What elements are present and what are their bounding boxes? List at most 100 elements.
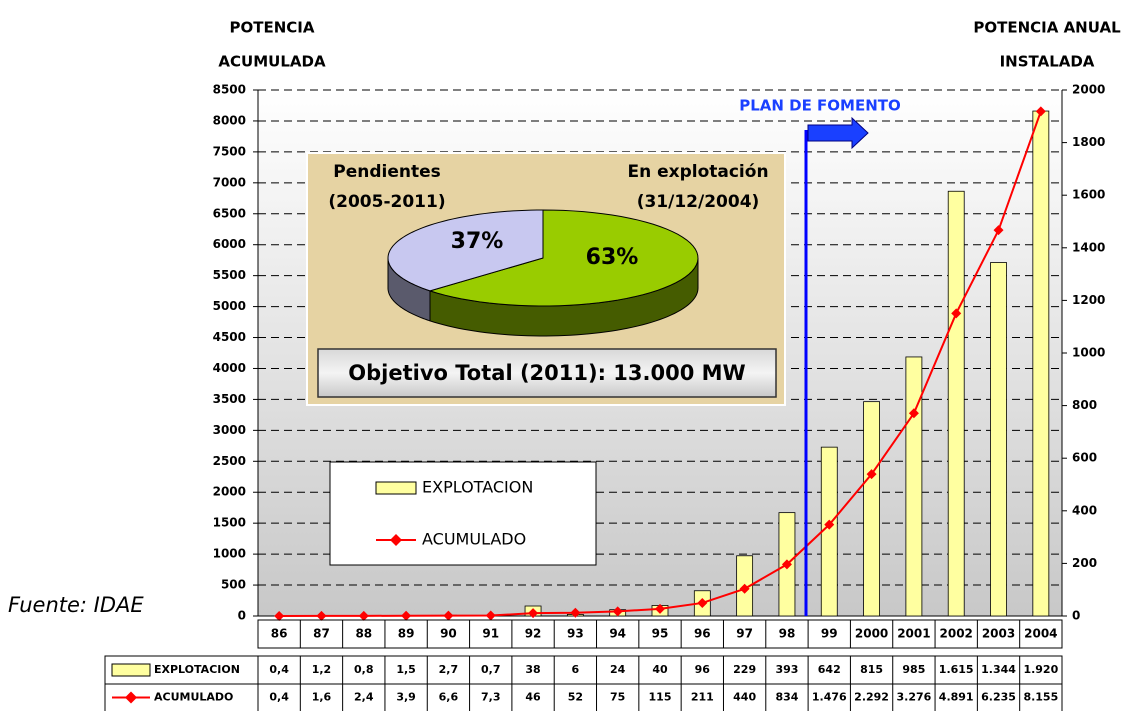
y2-tick-label: 400 <box>1072 503 1097 517</box>
y-tick-label: 4500 <box>213 330 246 344</box>
y-tick-label: 3500 <box>213 392 246 406</box>
x-tick-label: 97 <box>736 627 753 641</box>
table-cell: 24 <box>610 663 626 676</box>
table-cell: 4.891 <box>939 691 974 704</box>
x-tick-label: 91 <box>482 627 499 641</box>
y2-tick-label: 800 <box>1072 398 1097 412</box>
x-tick-label: 2004 <box>1024 627 1057 641</box>
x-tick-label: 2001 <box>897 627 930 641</box>
table-cell: 0,8 <box>354 663 374 676</box>
table-cell: 393 <box>775 663 798 676</box>
x-tick-label: 2003 <box>982 627 1015 641</box>
y-tick-label: 1000 <box>213 547 246 561</box>
marker <box>951 308 962 319</box>
table-cell: 1,2 <box>312 663 332 676</box>
table-cell: 7,3 <box>481 691 501 704</box>
table-cell: 985 <box>902 663 925 676</box>
y-axis-title: POTENCIA <box>230 19 315 37</box>
table-cell: 211 <box>691 691 714 704</box>
objective-box <box>317 348 777 398</box>
table-cell: 1.920 <box>1023 663 1058 676</box>
legend-label: EXPLOTACION <box>422 478 533 497</box>
y2-tick-label: 200 <box>1072 556 1097 570</box>
table-cell: 38 <box>525 663 540 676</box>
y-tick-label: 7000 <box>213 175 246 189</box>
marker <box>358 610 369 621</box>
y-axis-title: ACUMULADA <box>218 53 326 71</box>
marker <box>485 610 496 621</box>
x-tick-label: 92 <box>525 627 542 641</box>
x-tick-label: 2000 <box>855 627 888 641</box>
y-tick-label: 5000 <box>213 299 246 313</box>
table-cell: 1.344 <box>981 663 1016 676</box>
x-tick-label: 94 <box>609 627 626 641</box>
table-cell: 6.235 <box>981 691 1016 704</box>
table-cell: 642 <box>818 663 841 676</box>
marker <box>1035 106 1046 117</box>
table-cell: 115 <box>649 691 672 704</box>
marker <box>781 559 792 570</box>
pie-value-label: 63% <box>586 245 639 270</box>
y-tick-label: 2500 <box>213 454 246 468</box>
y-tick-label: 0 <box>238 609 246 623</box>
y2-tick-label: 1200 <box>1072 293 1105 307</box>
bar <box>820 446 838 617</box>
x-tick-label: 89 <box>398 627 415 641</box>
marker <box>697 597 708 608</box>
table-cell: 75 <box>610 691 625 704</box>
marker <box>739 583 750 594</box>
y2-tick-label: 1800 <box>1072 135 1105 149</box>
table-cell: 6 <box>572 663 580 676</box>
marker <box>528 608 539 619</box>
table-cell: 52 <box>568 691 583 704</box>
marker <box>866 469 877 480</box>
bar <box>990 262 1007 617</box>
table-cell: 815 <box>860 663 883 676</box>
category-row <box>257 619 1063 649</box>
pie-category-label: (31/12/2004) <box>637 192 760 212</box>
x-tick-label: 98 <box>779 627 796 641</box>
table-row-label: ACUMULADO <box>154 691 233 704</box>
pie-category-label: (2005-2011) <box>328 192 445 212</box>
table-cell: 0,4 <box>269 691 289 704</box>
pie-category-label: Pendientes <box>333 162 441 182</box>
y-tick-label: 6000 <box>213 237 246 251</box>
pie-category-label: En explotación <box>627 162 768 182</box>
table-cell: 0,7 <box>481 663 501 676</box>
table-cell: 1,5 <box>396 663 416 676</box>
y2-axis-title: POTENCIA ANUAL <box>973 19 1121 37</box>
x-tick-label: 99 <box>821 627 838 641</box>
marker <box>443 610 454 621</box>
legend <box>329 461 597 566</box>
table-cell: 834 <box>775 691 798 704</box>
marker <box>612 606 623 617</box>
bar <box>905 356 923 617</box>
table-cell: 6,6 <box>439 691 459 704</box>
x-tick-label: 95 <box>652 627 669 641</box>
y2-axis-title: INSTALADA <box>1000 53 1095 71</box>
table-row-label: EXPLOTACION <box>154 663 240 676</box>
y2-tick-label: 0 <box>1072 609 1080 623</box>
marker <box>655 603 665 614</box>
table-cell: 8.155 <box>1023 691 1058 704</box>
table-cell: 2,4 <box>354 691 374 704</box>
y-tick-label: 3000 <box>213 423 246 437</box>
y-tick-label: 8000 <box>213 113 246 127</box>
y2-tick-label: 1000 <box>1072 346 1105 360</box>
x-tick-label: 93 <box>567 627 584 641</box>
table-cell: 96 <box>695 663 711 676</box>
y2-tick-label: 1400 <box>1072 240 1105 254</box>
legend-marker <box>125 691 137 704</box>
x-tick-label: 2002 <box>940 627 973 641</box>
marker <box>274 610 285 621</box>
y-tick-label: 7500 <box>213 144 246 158</box>
bar <box>863 401 880 617</box>
marker <box>570 607 581 618</box>
pie-slice <box>428 209 699 307</box>
pie-value-label: 37% <box>451 229 504 254</box>
y-tick-label: 1500 <box>213 516 246 530</box>
table-cell: 2.292 <box>854 691 889 704</box>
table-cell: 0,4 <box>269 663 289 676</box>
table-cell: 1.615 <box>939 663 974 676</box>
table-cell: 2,7 <box>439 663 459 676</box>
